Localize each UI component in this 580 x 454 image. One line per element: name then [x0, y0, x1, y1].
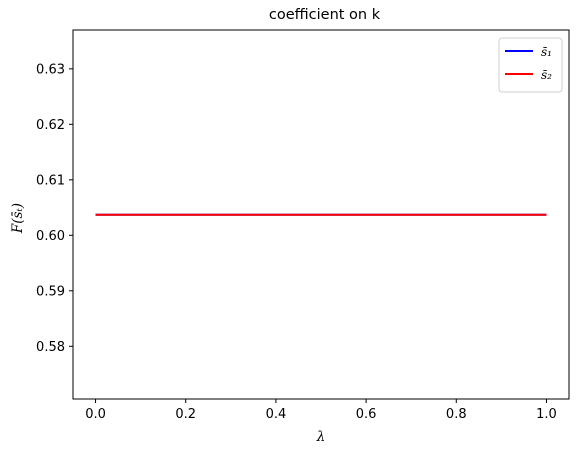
- y-tick-label: 0.59: [36, 284, 65, 299]
- y-tick-label: 0.60: [36, 229, 65, 244]
- x-tick-label: 0.0: [85, 407, 106, 422]
- plot-area: 0.0 0.2 0.4 0.6 0.8 1.0 0.58 0.59 0.60 0.61 0.62 0.…: [36, 29, 570, 422]
- chart-title: coefficient on k: [269, 7, 381, 23]
- y-axis-label: F(s̄ₜ): [10, 203, 26, 234]
- x-tick-label: 0.8: [446, 407, 467, 422]
- y-tick-label: 0.58: [36, 340, 65, 355]
- legend-box: [498, 37, 563, 93]
- y-tick-label: 0.61: [36, 173, 65, 188]
- y-tick-label: 0.62: [36, 118, 65, 133]
- x-tick-label: 0.6: [356, 407, 377, 422]
- legend-label-1: s̄₁: [541, 45, 552, 59]
- axes-frame: [72, 29, 570, 400]
- x-axis-label: λ: [316, 429, 326, 445]
- x-tick-label: 1.0: [536, 407, 557, 422]
- legend-label-2: s̄₂: [541, 68, 552, 82]
- x-tick-label: 0.2: [175, 407, 196, 422]
- x-tick-label: 0.4: [266, 407, 287, 422]
- y-tick-label: 0.63: [36, 62, 65, 77]
